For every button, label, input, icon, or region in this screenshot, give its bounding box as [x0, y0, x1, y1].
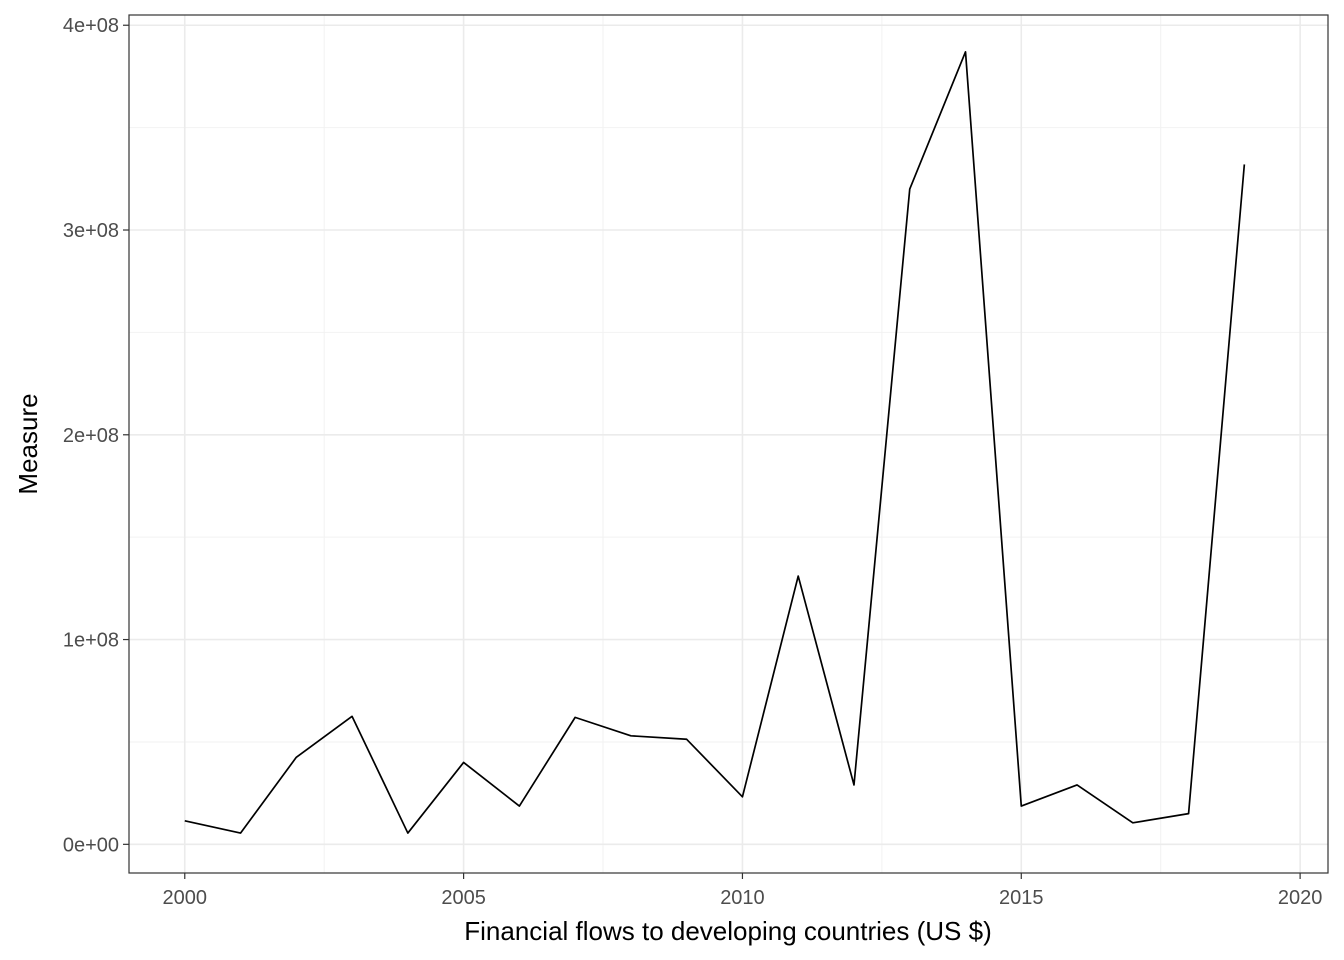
y-axis-title: Measure — [13, 393, 43, 494]
series-layer — [184, 51, 1246, 834]
plot-panel-border — [128, 14, 1329, 874]
x-axis-title: Financial flows to developing countries … — [464, 916, 991, 946]
x-tick-label: 2015 — [999, 887, 1044, 909]
y-tick-label: 2e+08 — [63, 425, 119, 447]
grid-lines — [129, 15, 1328, 873]
y-tick-label: 0e+00 — [63, 834, 119, 856]
y-tick-label: 4e+08 — [63, 15, 119, 37]
y-tick-label: 3e+08 — [63, 220, 119, 242]
x-tick-label: 2000 — [163, 887, 208, 909]
axes: 2000 2005 2010 2015 2020 0e+00 1e+08 2e+08 3e+08… — [63, 15, 1323, 909]
plot-panel-background — [129, 15, 1328, 873]
x-tick-label: 2020 — [1278, 887, 1323, 909]
x-tick-label: 2005 — [441, 887, 486, 909]
series-line — [184, 51, 1246, 834]
y-tick-label: 1e+08 — [63, 630, 119, 652]
x-tick-label: 2010 — [720, 887, 765, 909]
